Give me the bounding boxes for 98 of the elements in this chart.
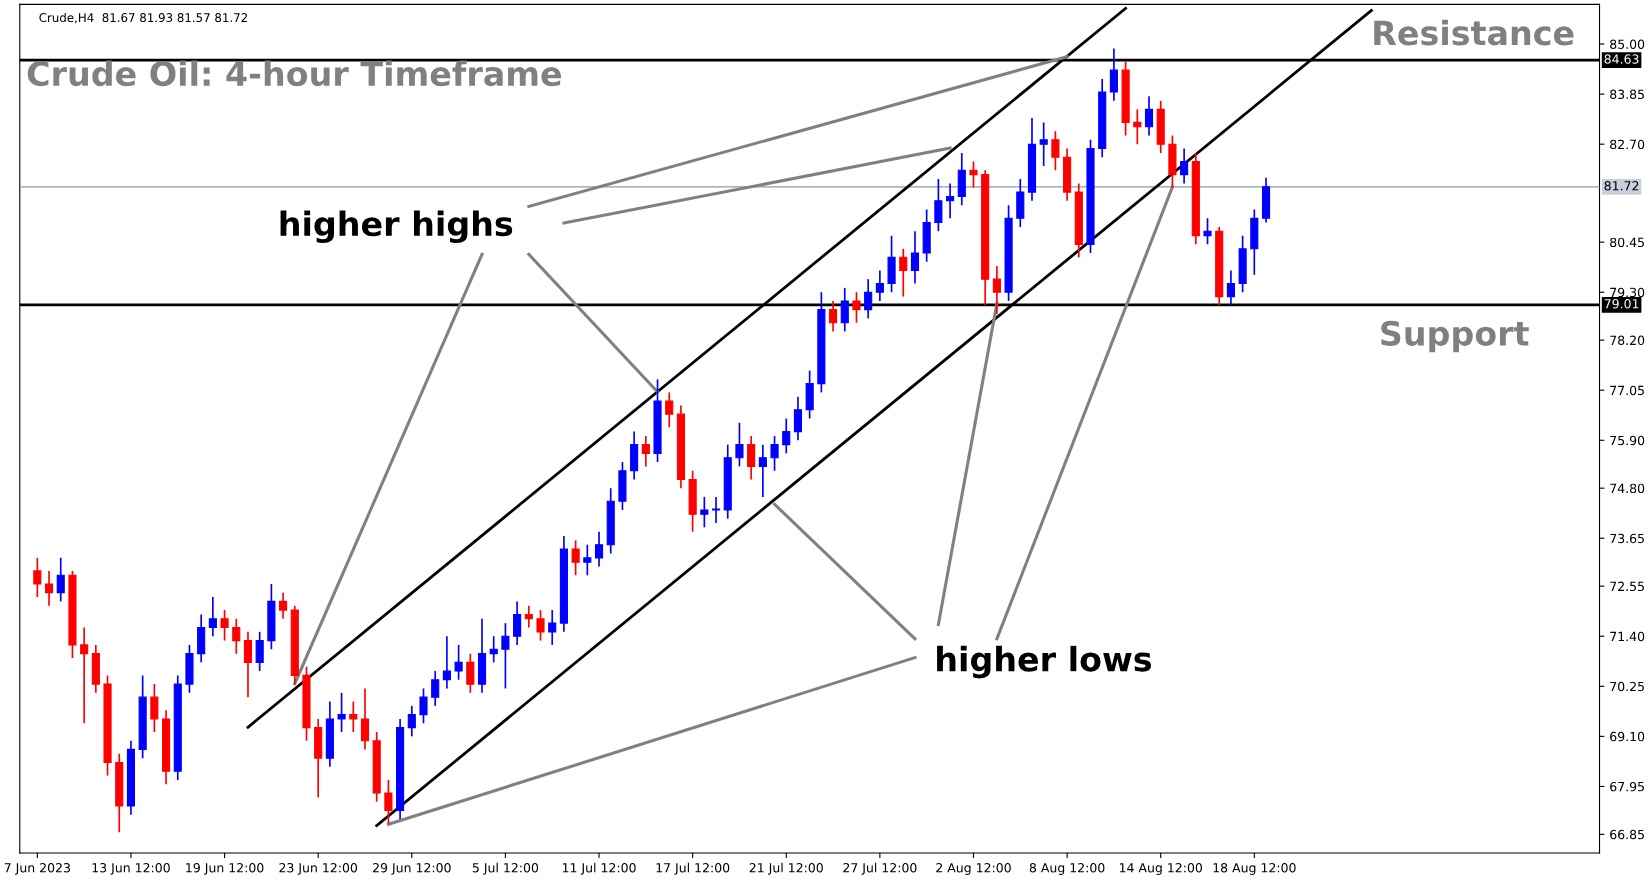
- candlestick: [524, 604, 533, 629]
- candlestick: [1180, 147, 1189, 185]
- y-tick-label: 83.85: [1610, 89, 1644, 100]
- candlestick: [548, 609, 557, 646]
- candlestick: [442, 635, 451, 690]
- x-tick-label: 7 Jun 2023: [4, 863, 70, 875]
- candlestick: [489, 635, 498, 664]
- x-tick-label: 27 Jul 12:00: [843, 862, 917, 875]
- candlestick: [735, 422, 744, 468]
- candlestick: [934, 178, 943, 233]
- text: Crude,H4 81.67 81.93 81.57 81.72: [39, 12, 247, 24]
- candlestick: [969, 160, 978, 189]
- candlestick: [360, 687, 370, 751]
- y-tick-label: 73.65: [1610, 533, 1644, 544]
- candlestick: [840, 287, 849, 333]
- candlestick: [255, 631, 264, 672]
- candlestick: [337, 691, 346, 733]
- candlestick: [466, 652, 475, 694]
- y-tick-label: 78.20: [1610, 335, 1645, 346]
- candlestick: [793, 395, 803, 442]
- ref-line-label: 84.63: [1604, 54, 1639, 64]
- annotation: Resistance: [1374, 19, 1574, 46]
- y-tick-label: 80.45: [1610, 237, 1644, 248]
- candlestick: [1133, 108, 1142, 146]
- candlestick: [1051, 130, 1060, 172]
- text: Crude Oil: 4-hour Timeframe: [27, 60, 562, 87]
- annotation: Support: [1381, 320, 1529, 353]
- x-tick-label: 11 Jul 12:00: [562, 862, 636, 875]
- candlestick: [711, 496, 721, 524]
- y-tick-label: 70.25: [1610, 681, 1644, 692]
- x-tick-label: 21 Jul 12:00: [749, 862, 823, 875]
- candlestick: [56, 557, 65, 603]
- annotation: higher highs: [280, 210, 513, 244]
- x-tick-label: 8 Aug 12:00: [1029, 863, 1105, 875]
- candlestick: [243, 631, 253, 699]
- y-tick-label: 67.95: [1610, 781, 1644, 792]
- candlestick: [899, 247, 908, 298]
- candlestick: [665, 391, 674, 429]
- candlestick: [770, 435, 779, 472]
- x-tick-label: 2 Aug 12:00: [936, 863, 1011, 875]
- y-tick-label: 77.05: [1610, 385, 1644, 396]
- x-tick-label: 29 Jun 12:00: [373, 863, 451, 875]
- candlestick: [80, 626, 89, 725]
- candlestick: [992, 265, 1001, 315]
- candlestick: [536, 609, 545, 642]
- y-tick-label: 72.55: [1610, 581, 1644, 592]
- candlestick: [232, 617, 241, 655]
- candlestick: [513, 600, 522, 646]
- candlestick: [852, 291, 861, 324]
- candlestick: [384, 779, 393, 825]
- x-tick-label: 13 Jun 12:00: [92, 863, 170, 875]
- candlestick: [349, 700, 358, 733]
- candlestick: [758, 443, 767, 498]
- y-tick-label: 85.00: [1610, 39, 1645, 49]
- candlestick: [220, 609, 229, 642]
- candlestick: [594, 530, 604, 568]
- ref-line-label: 81.72: [1604, 181, 1639, 191]
- candlestick: [946, 182, 955, 220]
- candlestick: [1039, 121, 1048, 167]
- candlestick: [571, 539, 580, 577]
- candlestick: [875, 269, 884, 302]
- candlestick: [782, 417, 791, 455]
- candlestick: [1203, 217, 1212, 246]
- y-tick-label: 66.85: [1610, 829, 1644, 840]
- x-tick-label: 23 Jun 12:00: [279, 863, 358, 875]
- candlestick: [700, 496, 709, 529]
- candlestick: [407, 705, 416, 738]
- candlestick: [828, 300, 838, 333]
- candlestick: [419, 687, 428, 725]
- candlestick: [1226, 269, 1235, 307]
- candlestick: [747, 435, 756, 481]
- y-tick-label: 69.10: [1610, 731, 1645, 742]
- candlestick: [910, 230, 920, 285]
- candlestick: [44, 570, 54, 607]
- candlestick: [1109, 47, 1118, 102]
- candlestick: [1144, 95, 1154, 137]
- candlestick: [431, 670, 440, 707]
- x-tick-label: 14 Aug 12:00: [1119, 863, 1203, 875]
- candlestick: [501, 622, 510, 690]
- x-tick-label: 5 Jul 12:00: [472, 862, 539, 875]
- annotation: higher lows: [937, 645, 1152, 679]
- x-tick-label: 18 Aug 12:00: [1213, 863, 1296, 875]
- candlestick: [150, 683, 159, 733]
- y-tick-label: 74.80: [1610, 483, 1645, 494]
- y-tick-label: 75.90: [1610, 435, 1645, 446]
- y-tick-label: 71.40: [1610, 631, 1645, 642]
- x-tick-label: 17 Jul 12:00: [656, 862, 730, 875]
- candlestick: [454, 644, 463, 681]
- x-tick-label: 19 Jun 12:00: [186, 863, 264, 875]
- candlestick: [641, 435, 650, 468]
- candlestick: [864, 278, 873, 320]
- candlestick: [279, 591, 288, 620]
- candlestick: [33, 557, 42, 598]
- y-tick-label: 79.30: [1610, 287, 1645, 298]
- candlestick: [583, 543, 592, 577]
- candlestick: [208, 596, 217, 638]
- y-tick-label: 82.70: [1610, 139, 1645, 150]
- ref-line-label: 79.01: [1604, 299, 1639, 309]
